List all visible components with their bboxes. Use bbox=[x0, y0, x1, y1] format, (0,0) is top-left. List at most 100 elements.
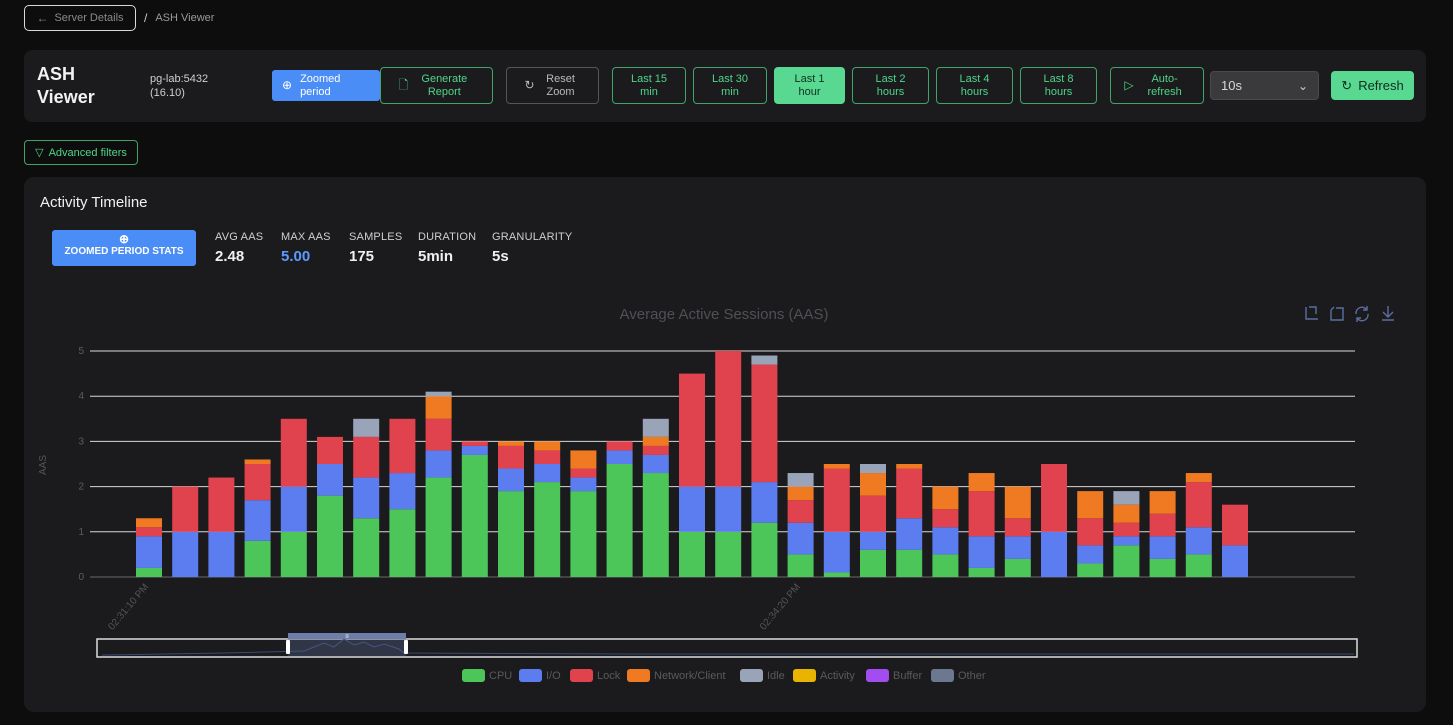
zoom-in-icon: ⊕ bbox=[118, 232, 130, 246]
bar-segment bbox=[353, 418, 380, 437]
server-info: pg-lab:5432 (16.10) bbox=[150, 72, 208, 100]
legend-item: Idle bbox=[740, 669, 785, 682]
refresh-interval-select[interactable]: 10s ⌄ bbox=[1210, 71, 1319, 100]
bar-segment bbox=[1004, 486, 1031, 519]
auto-refresh-button[interactable]: ▷ Auto-refresh bbox=[1110, 67, 1204, 104]
range-last-15-min[interactable]: Last 15 min bbox=[612, 67, 686, 104]
chevron-down-icon: ⌄ bbox=[1297, 78, 1308, 93]
bar-segment bbox=[317, 495, 343, 577]
bar-segment bbox=[1041, 531, 1067, 577]
bar-segment bbox=[570, 468, 597, 478]
bar-segment bbox=[1077, 518, 1104, 546]
range-last-30-min[interactable]: Last 30 min bbox=[693, 67, 767, 104]
bar-segment bbox=[172, 486, 199, 532]
bar-segment bbox=[751, 482, 778, 523]
bar-segment bbox=[642, 473, 669, 577]
zoom-back-icon[interactable] bbox=[1330, 306, 1344, 321]
bar-segment bbox=[968, 473, 995, 492]
bar-segment bbox=[244, 464, 271, 501]
bar-segment bbox=[715, 531, 742, 577]
bar-segment bbox=[498, 441, 524, 446]
bar-segment bbox=[534, 464, 561, 483]
bar-segment bbox=[932, 554, 959, 577]
bar-segment bbox=[317, 436, 343, 464]
bar-segment bbox=[425, 418, 452, 451]
stat-avg-aas: AVG AAS 2.48 bbox=[215, 231, 263, 265]
legend-swatch bbox=[570, 669, 593, 682]
stat-label: SAMPLES bbox=[349, 231, 403, 243]
refresh-label: Refresh bbox=[1358, 78, 1404, 93]
bar-segment bbox=[244, 540, 271, 577]
bar-segment bbox=[461, 441, 488, 446]
bar-segment bbox=[208, 531, 235, 577]
bar-segment bbox=[1077, 491, 1104, 519]
back-to-server-details-button[interactable]: ← Server Details bbox=[24, 5, 136, 31]
bar-segment bbox=[425, 477, 452, 577]
bar-segment bbox=[1149, 558, 1176, 577]
zoomed-period-stats-badge: ⊕ ZOOMED PERIOD STATS bbox=[52, 230, 196, 266]
advanced-filters-button[interactable]: ▽ Advanced filters bbox=[24, 140, 138, 165]
legend-label: Other bbox=[958, 670, 986, 682]
filter-icon: ▽ bbox=[35, 147, 44, 159]
range-last-4-hours[interactable]: Last 4 hours bbox=[936, 67, 1013, 104]
zoom-window[interactable] bbox=[288, 634, 406, 656]
bar-segment bbox=[317, 464, 343, 496]
bar-segment bbox=[932, 486, 959, 510]
grip-icon: ≡ bbox=[345, 634, 349, 640]
zoom-handle-left[interactable] bbox=[286, 640, 290, 654]
bar-segment bbox=[896, 464, 923, 469]
range-last-8-hours[interactable]: Last 8 hours bbox=[1020, 67, 1097, 104]
y-tick-label: 0 bbox=[78, 572, 84, 583]
download-icon[interactable] bbox=[1382, 306, 1394, 321]
y-tick-label: 3 bbox=[78, 436, 84, 447]
bar-segment bbox=[787, 554, 814, 577]
bar-segment bbox=[1149, 491, 1176, 514]
bar-segment bbox=[570, 450, 597, 469]
chart-title: Average Active Sessions (AAS) bbox=[620, 306, 829, 323]
zoom-select-icon[interactable] bbox=[1305, 306, 1318, 320]
breadcrumb-current: ASH Viewer bbox=[155, 12, 215, 24]
bar-segment bbox=[1077, 545, 1104, 564]
zoom-window-bar[interactable] bbox=[288, 633, 406, 639]
bar-segment bbox=[498, 445, 524, 469]
bar-segment bbox=[968, 567, 995, 577]
y-tick-label: 4 bbox=[78, 391, 84, 402]
page-title: ASH Viewer bbox=[37, 64, 95, 107]
refresh-icon: ↻ bbox=[1341, 77, 1353, 93]
play-icon: ▷ bbox=[1124, 78, 1134, 92]
legend-label: I/O bbox=[546, 670, 561, 682]
reset-icon: ↻ bbox=[524, 78, 535, 92]
bar-segment bbox=[534, 450, 561, 464]
legend-item: Other bbox=[931, 669, 986, 682]
bar-segment bbox=[136, 527, 162, 537]
stat-label: GRANULARITY bbox=[492, 231, 573, 243]
range-last-1-hour[interactable]: Last 1 hour bbox=[774, 67, 845, 104]
bar-segment bbox=[244, 500, 271, 541]
bar-segment bbox=[353, 518, 380, 577]
bar-segment bbox=[787, 473, 814, 487]
y-tick-label: 2 bbox=[78, 482, 84, 493]
zoomed-period-button[interactable]: ⊕ Zoomed period bbox=[272, 70, 380, 101]
bar-segment bbox=[932, 527, 959, 555]
restore-icon[interactable] bbox=[1355, 306, 1369, 322]
generate-report-button[interactable]: 🗋 Generate Report bbox=[380, 67, 493, 104]
bar-segment bbox=[968, 491, 995, 537]
bar-segment bbox=[860, 531, 886, 550]
bar-segment bbox=[1185, 554, 1212, 577]
bar-segment bbox=[896, 518, 923, 550]
reset-zoom-button[interactable]: ↻ Reset Zoom bbox=[506, 67, 599, 104]
bar-segment bbox=[425, 391, 452, 397]
zoom-handle-right[interactable] bbox=[404, 640, 408, 654]
document-icon: 🗋 bbox=[398, 78, 409, 92]
legend-item: CPU bbox=[462, 669, 512, 682]
range-last-2-hours[interactable]: Last 2 hours bbox=[852, 67, 929, 104]
refresh-button[interactable]: ↻ Refresh bbox=[1331, 71, 1414, 100]
bar-segment bbox=[1185, 473, 1212, 483]
bar-segment bbox=[642, 445, 669, 455]
bar-segment bbox=[172, 531, 199, 577]
data-zoom-slider[interactable]: ≡ bbox=[96, 633, 1358, 658]
bar-segment bbox=[1041, 464, 1067, 532]
bar-segment bbox=[1004, 518, 1031, 537]
bar-segment bbox=[1185, 527, 1212, 555]
stat-label: DURATION bbox=[418, 231, 477, 243]
